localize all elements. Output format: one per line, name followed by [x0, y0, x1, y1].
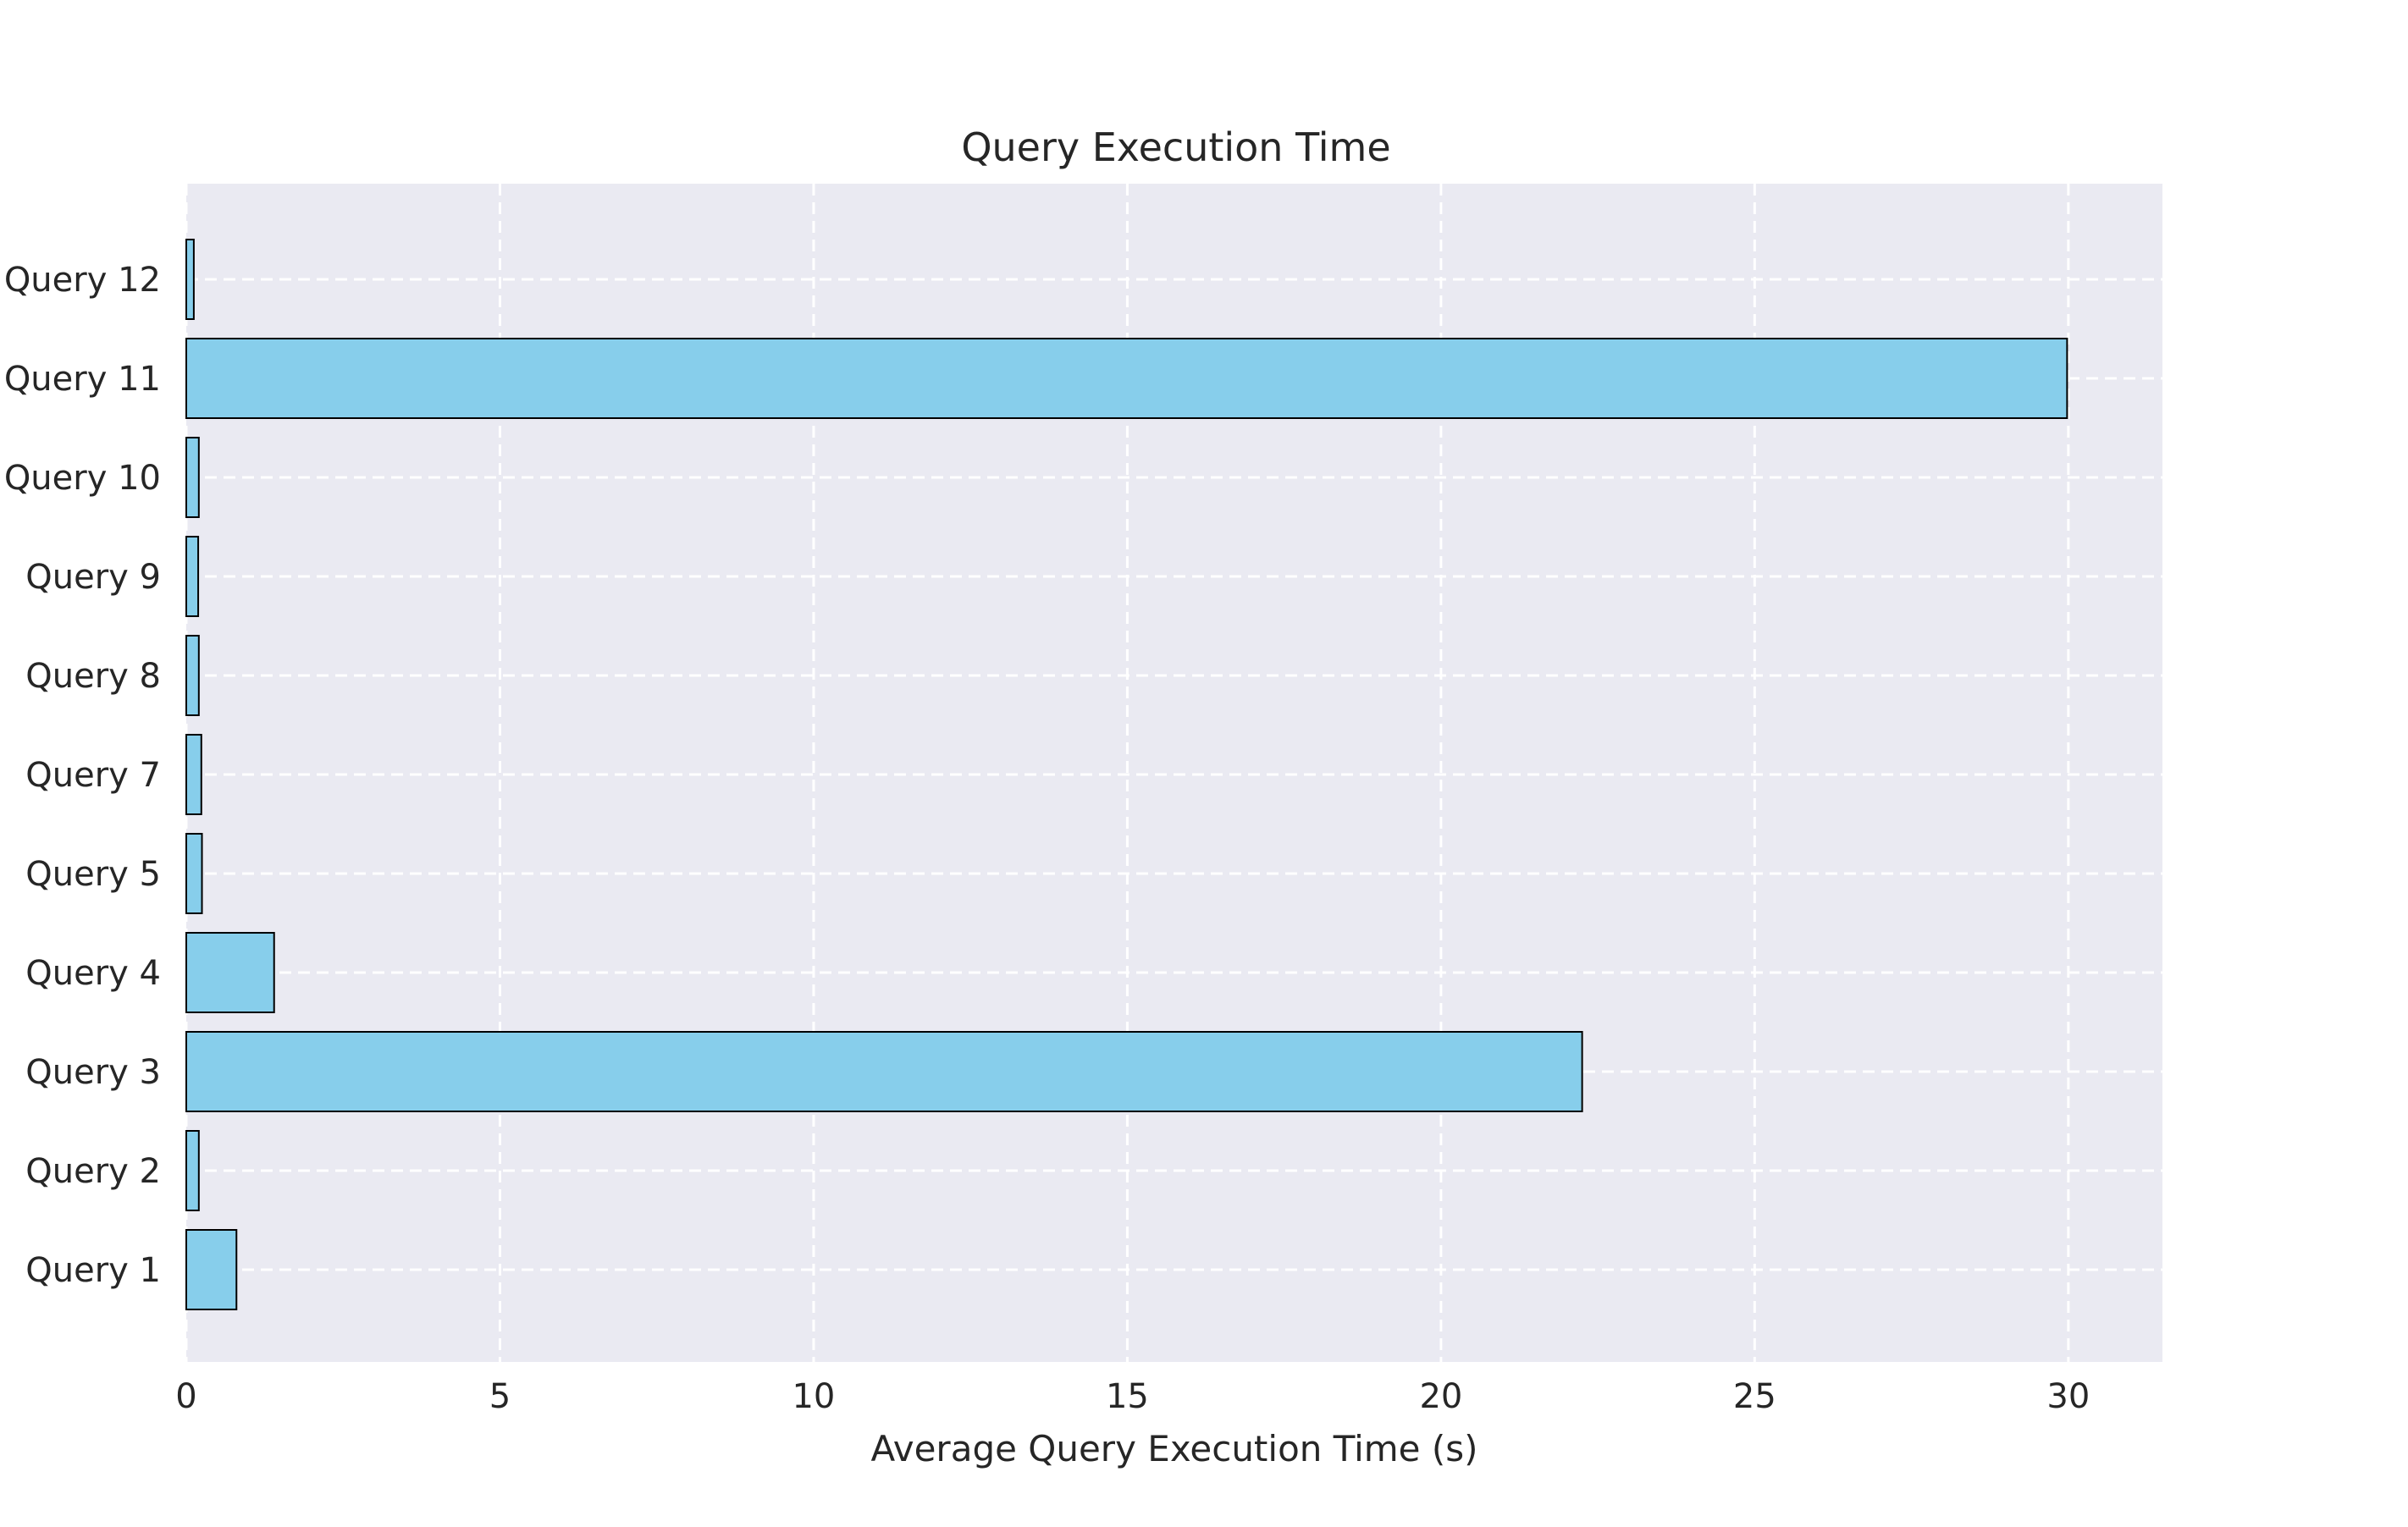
bar-query-7 — [185, 734, 202, 815]
y-tick-labels: Query 1 Query 2 Query 3 Query 4 Query 5 Query… — [4, 261, 161, 1290]
y-tick-label: Query 8 — [25, 657, 161, 696]
x-tick-labels: 0 5 10 15 20 25 30 — [175, 1377, 2090, 1416]
y-tick-label: Query 3 — [25, 1053, 161, 1092]
bar-query-12 — [185, 239, 195, 320]
bar-query-11 — [185, 338, 2068, 419]
bar-query-10 — [185, 437, 200, 518]
bar-query-5 — [185, 833, 203, 914]
bar-query-2 — [185, 1130, 200, 1211]
y-tick-label: Query 10 — [4, 459, 161, 498]
y-tick-label: Query 9 — [25, 558, 161, 597]
x-axis-label: Average Query Execution Time (s) — [870, 1428, 1477, 1469]
bar-query-3 — [185, 1031, 1583, 1112]
x-tick-label: 10 — [792, 1377, 835, 1416]
bar-query-4 — [185, 932, 275, 1013]
y-tick-label: Query 4 — [25, 954, 161, 993]
bar-layer — [185, 239, 2068, 1310]
bar-query-1 — [185, 1229, 238, 1310]
x-tick-label: 20 — [1419, 1377, 1462, 1416]
bar-query-8 — [185, 635, 200, 716]
x-tick-label: 25 — [1733, 1377, 1776, 1416]
chart-title: Query Execution Time — [961, 124, 1390, 170]
bar-query-9 — [185, 536, 200, 617]
x-tick-label: 15 — [1106, 1377, 1149, 1416]
y-tick-label: Query 1 — [25, 1251, 161, 1290]
x-tick-label: 5 — [489, 1377, 511, 1416]
x-tick-label: 0 — [175, 1377, 196, 1416]
y-tick-label: Query 12 — [4, 261, 161, 300]
y-tick-label: Query 5 — [25, 855, 161, 894]
y-tick-label: Query 2 — [25, 1152, 161, 1191]
y-tick-label: Query 11 — [4, 360, 161, 399]
y-tick-label: Query 7 — [25, 756, 161, 795]
x-tick-label: 30 — [2046, 1377, 2090, 1416]
